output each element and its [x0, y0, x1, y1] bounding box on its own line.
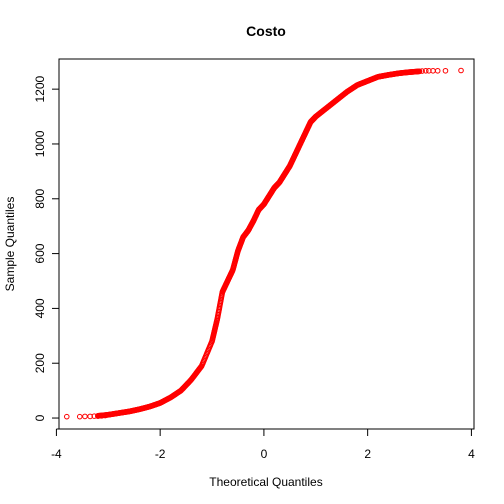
y-tick-label: 0 [33, 414, 47, 421]
data-point [416, 68, 423, 75]
chart-title: Costo [246, 23, 286, 39]
y-tick-label: 800 [33, 188, 47, 208]
y-tick-label: 600 [33, 243, 47, 263]
plot-frame [58, 58, 475, 430]
y-tick-label: 1200 [33, 75, 47, 102]
data-point [102, 412, 108, 419]
data-point [76, 413, 83, 420]
y-axis-label: Sample Quantiles [3, 197, 17, 292]
x-axis: -4 -2 0 2 4 [51, 428, 475, 461]
x-tick-label: 2 [364, 447, 371, 461]
data-point [422, 67, 429, 74]
x-tick-label: -2 [155, 447, 166, 461]
data-point [98, 413, 105, 419]
data-points [63, 67, 464, 420]
y-tick-label: 1000 [33, 130, 47, 157]
x-tick-label: 4 [468, 447, 475, 461]
x-axis-label: Theoretical Quantiles [209, 475, 322, 489]
data-point [95, 413, 101, 419]
data-point [63, 413, 70, 420]
data-point [458, 67, 464, 74]
x-tick-label: -4 [51, 447, 62, 461]
data-point [434, 67, 441, 74]
data-point [82, 413, 88, 420]
y-tick-label: 200 [33, 353, 47, 373]
y-tick-label: 400 [33, 298, 47, 318]
data-point [91, 413, 98, 419]
x-tick-label: 0 [261, 447, 268, 461]
data-point [442, 67, 449, 74]
data-point [419, 68, 425, 74]
y-axis: 0 200 400 600 800 1000 1200 [33, 75, 60, 421]
